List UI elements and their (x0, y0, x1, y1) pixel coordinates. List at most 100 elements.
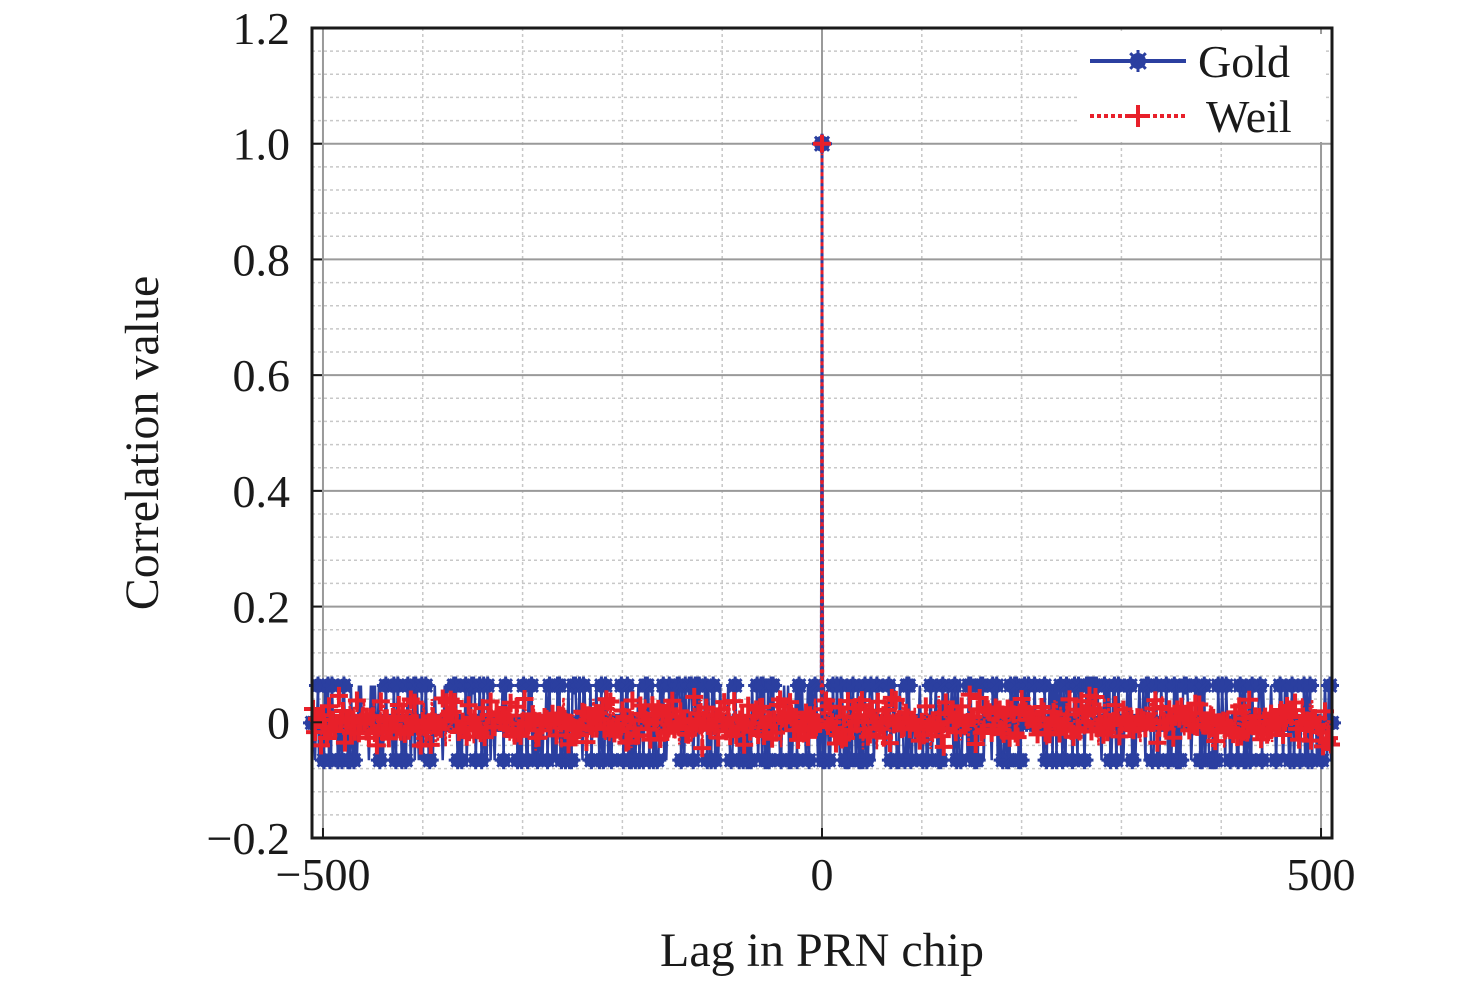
gold-point (1321, 676, 1340, 695)
weil-point (735, 735, 754, 754)
gold-point (899, 676, 918, 695)
weil-point (753, 697, 772, 716)
legend-gold-label: Gold (1198, 36, 1290, 87)
y-tick-label: 0.6 (233, 350, 291, 401)
gold-point (1107, 751, 1126, 770)
gold-point (638, 676, 657, 695)
weil-point (333, 702, 352, 721)
gold-point (538, 751, 557, 770)
ticks: −500 0 500 −0.2 0 0.2 0.4 0.6 0.8 1.0 1.2 (207, 3, 1356, 900)
gold-point (562, 751, 581, 770)
gold-point (1241, 751, 1260, 770)
gold-point (967, 751, 986, 770)
weil-point (401, 690, 420, 709)
gold-point (1035, 676, 1054, 695)
weil-point (457, 727, 476, 746)
weil-point (886, 690, 905, 709)
weil-point (371, 692, 390, 711)
x-tick-label: −500 (276, 849, 371, 900)
gold-point (1267, 751, 1286, 770)
legend-background (1078, 34, 1326, 142)
y-tick-label: 0 (267, 697, 290, 748)
gold-point (494, 751, 513, 770)
weil-point (421, 735, 440, 754)
weil-point (693, 739, 712, 758)
weil-point (960, 685, 979, 704)
gold-point (931, 751, 950, 770)
weil-point (601, 692, 620, 711)
gold-point (819, 751, 838, 770)
gold-point (1301, 676, 1320, 695)
gold-point (1121, 676, 1140, 695)
y-axis-label: Correlation value (116, 276, 169, 611)
weil-point (577, 733, 596, 752)
gold-point (843, 676, 862, 695)
gold-point (760, 751, 779, 770)
gold-point (1217, 676, 1236, 695)
weil-point (685, 687, 704, 706)
weil-point (1286, 693, 1305, 712)
gold-point (496, 676, 515, 695)
weil-point (431, 719, 450, 738)
gold-point (1251, 676, 1270, 695)
weil-point (1302, 731, 1321, 750)
weil-point (813, 134, 831, 153)
plot-data (303, 133, 1341, 770)
x-tick-label: 500 (1287, 849, 1356, 900)
gold-point (396, 751, 415, 770)
y-tick-label: 0.8 (233, 234, 291, 285)
weil-point (335, 733, 354, 752)
gold-point (1283, 676, 1302, 695)
weil-point (621, 711, 640, 730)
weil-point (934, 737, 953, 756)
weil-point (767, 723, 786, 742)
gold-point (618, 676, 637, 695)
weil-point (880, 734, 899, 753)
weil-point (860, 725, 879, 744)
gold-point (478, 676, 497, 695)
y-tick-label: 0.4 (233, 466, 291, 517)
weil-point (1164, 728, 1183, 747)
weil-point (852, 691, 871, 710)
weil-point (405, 693, 424, 712)
legend-entry-gold: Gold (1090, 36, 1290, 87)
weil-point (547, 726, 566, 745)
weil-point (663, 691, 682, 710)
gold-point (857, 751, 876, 770)
weil-point (725, 692, 744, 711)
weil-point (329, 686, 348, 705)
gold-point (472, 751, 491, 770)
gold-point (742, 751, 761, 770)
gold-point (788, 751, 807, 770)
weil-point (393, 702, 412, 721)
legend-gold-marker (1127, 50, 1149, 72)
weil-point (367, 736, 386, 755)
gold-point (945, 676, 964, 695)
legend-weil-label: Weil (1206, 91, 1292, 142)
weil-point (319, 697, 338, 716)
gold-point (1011, 751, 1030, 770)
gold-point (1123, 751, 1142, 770)
gold-point (1207, 751, 1226, 770)
weil-point (597, 690, 616, 709)
gold-point (672, 751, 691, 770)
y-tick-label: 1.0 (233, 119, 291, 170)
gold-point (344, 751, 363, 770)
gold-point (1075, 751, 1094, 770)
gold-point (867, 676, 886, 695)
weil-point (799, 727, 818, 746)
legend: Gold Weil (1078, 34, 1326, 142)
weil-point (1086, 687, 1105, 706)
gold-point (648, 751, 667, 770)
x-axis-label: Lag in PRN chip (660, 924, 984, 977)
gold-point (800, 751, 819, 770)
gold-point (452, 751, 471, 770)
weil-point (916, 697, 935, 716)
x-tick-label: 0 (811, 849, 834, 900)
gold-point (420, 751, 439, 770)
weil-point (445, 692, 464, 711)
weil-point (1230, 697, 1249, 716)
gold-point (726, 676, 745, 695)
y-tick-label: 1.2 (233, 3, 291, 54)
